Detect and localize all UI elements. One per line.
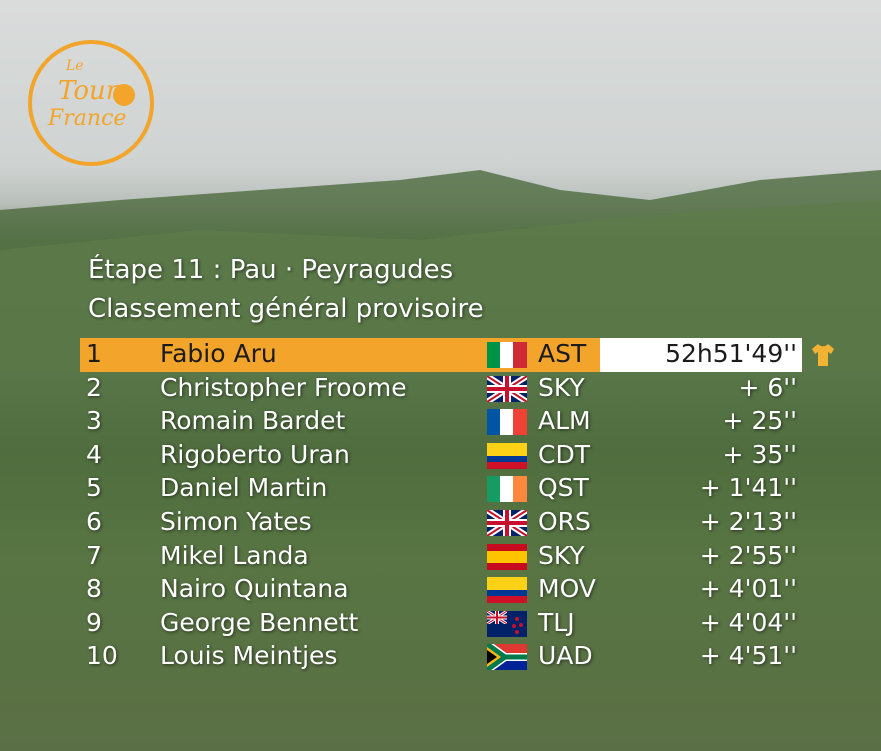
country-flag bbox=[487, 342, 527, 368]
rank: 6 bbox=[86, 507, 102, 536]
rank: 7 bbox=[86, 540, 102, 570]
team-code: UAD bbox=[538, 641, 593, 671]
team-code: ORS bbox=[538, 507, 591, 536]
time-gap: 52h51'49'' bbox=[665, 339, 797, 368]
time-gap: + 35'' bbox=[722, 439, 797, 469]
rider-name: Romain Bardet bbox=[160, 406, 346, 436]
team-code: QST bbox=[538, 473, 589, 503]
country-flag bbox=[487, 409, 527, 436]
time-gap: + 25'' bbox=[722, 406, 797, 436]
rank: 2 bbox=[86, 372, 102, 402]
yellow-jersey bbox=[810, 342, 836, 368]
rider-name: Daniel Martin bbox=[160, 473, 328, 503]
country-flag bbox=[487, 442, 527, 469]
team-code: SKY bbox=[538, 540, 585, 570]
rider-name: Christopher Froome bbox=[160, 372, 407, 402]
rank: 10 bbox=[86, 641, 118, 671]
rider-name: Simon Yates bbox=[160, 507, 312, 536]
team-code: AST bbox=[538, 339, 587, 368]
time-gap: + 4'01'' bbox=[699, 574, 797, 604]
time-gap: + 2'55'' bbox=[699, 540, 797, 570]
team-code: MOV bbox=[538, 574, 596, 604]
country-flag bbox=[487, 543, 527, 570]
time-gap: + 4'04'' bbox=[699, 607, 797, 637]
rank: 4 bbox=[86, 439, 102, 469]
logo-text: Tour bbox=[58, 76, 119, 106]
rider-name: Rigoberto Uran bbox=[160, 439, 350, 469]
stage-title: Étape 11 : Pau · Peyragudes bbox=[88, 255, 454, 285]
time-gap: + 2'13'' bbox=[699, 507, 797, 536]
rank: 1 bbox=[86, 339, 102, 368]
logo-sun bbox=[113, 84, 135, 106]
country-flag bbox=[487, 577, 527, 604]
country-flag bbox=[487, 610, 527, 637]
team-code: SKY bbox=[538, 372, 585, 402]
rider-name: Louis Meintjes bbox=[160, 641, 338, 671]
logo bbox=[28, 40, 154, 166]
time-gap: + 4'51'' bbox=[699, 641, 797, 671]
rider-name: Mikel Landa bbox=[160, 540, 309, 570]
mountains bbox=[0, 170, 881, 370]
rank: 3 bbox=[86, 406, 102, 436]
rank: 8 bbox=[86, 574, 102, 604]
country-flag bbox=[484, 641, 527, 674]
team-code: TLJ bbox=[538, 607, 575, 637]
logo-text: Le bbox=[66, 58, 84, 74]
logo-text: France bbox=[48, 106, 127, 131]
rank: 9 bbox=[86, 607, 102, 637]
country-flag bbox=[487, 476, 527, 503]
rider-name: George Bennett bbox=[160, 607, 359, 637]
time-gap: + 6'' bbox=[738, 372, 797, 402]
team-code: CDT bbox=[538, 439, 590, 469]
team-code: ALM bbox=[538, 406, 591, 436]
rider-name: Nairo Quintana bbox=[160, 574, 349, 604]
country-flag bbox=[485, 373, 529, 405]
rank: 5 bbox=[86, 473, 102, 503]
country-flag bbox=[485, 507, 529, 539]
leader-time-box bbox=[600, 338, 802, 372]
stage-subtitle: Classement général provisoire bbox=[88, 294, 484, 324]
time-gap: + 1'41'' bbox=[699, 473, 797, 503]
rider-name: Fabio Aru bbox=[160, 339, 277, 368]
